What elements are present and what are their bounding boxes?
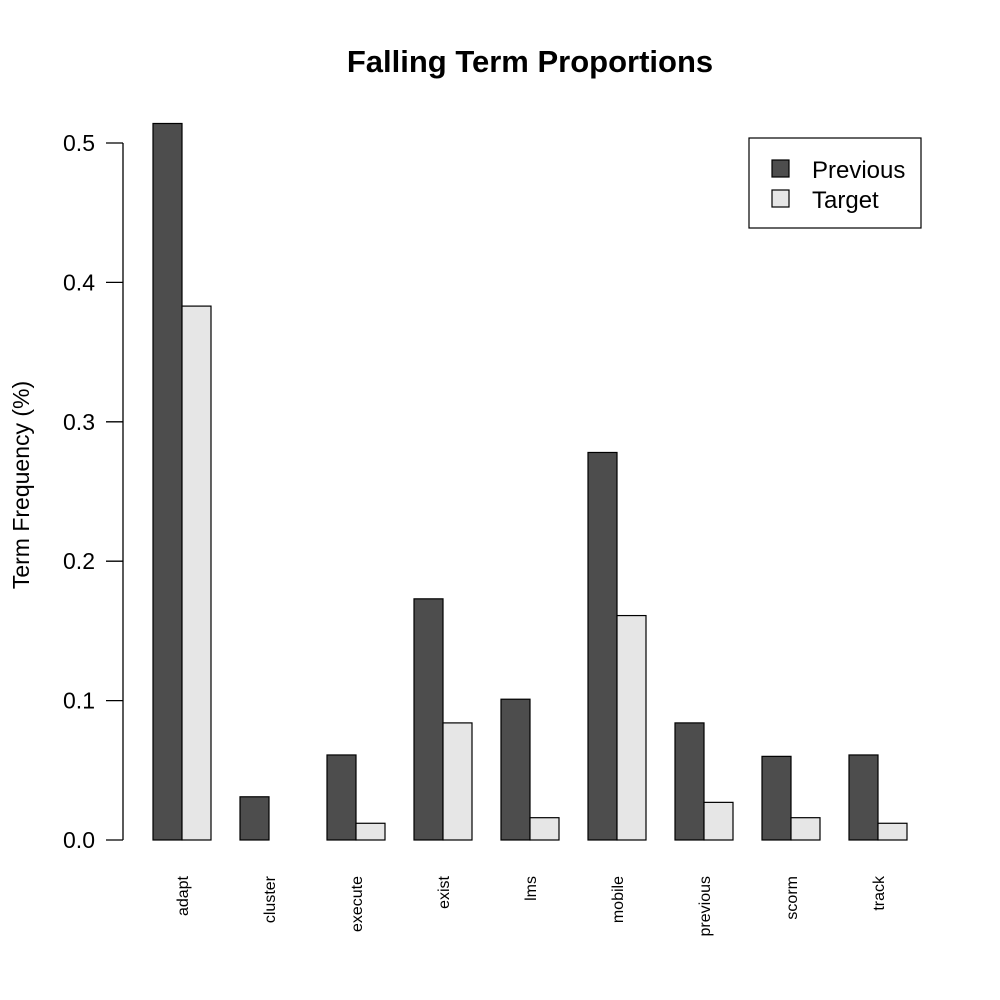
x-category-label: execute bbox=[349, 876, 366, 932]
bar-target-lms bbox=[529, 817, 560, 841]
legend-swatch-target bbox=[771, 189, 790, 208]
y-tick-label: 0.3 bbox=[63, 409, 95, 435]
y-axis-label: Term Frequency (%) bbox=[8, 381, 34, 589]
y-tick-label: 0.0 bbox=[63, 827, 95, 853]
chart-title: Falling Term Proportions bbox=[347, 44, 713, 79]
x-axis-category-labels: adapt cluster execute exist lms mobile previou… bbox=[175, 875, 888, 936]
x-category-label: adapt bbox=[175, 875, 192, 916]
x-category-label: track bbox=[871, 875, 888, 911]
bar-previous-scorm bbox=[761, 755, 792, 841]
bar-previous-execute bbox=[326, 754, 357, 841]
y-tick-label: 0.5 bbox=[63, 130, 95, 156]
legend-swatch-previous bbox=[771, 159, 790, 178]
x-category-label: mobile bbox=[610, 876, 627, 923]
bar-target-scorm bbox=[790, 817, 821, 841]
y-tick-label: 0.1 bbox=[63, 688, 95, 714]
bar-target-execute bbox=[355, 822, 386, 841]
legend-label-target: Target bbox=[812, 187, 879, 214]
bar-target-exist bbox=[442, 722, 473, 841]
bar-target-track bbox=[877, 822, 908, 841]
bar-previous-cluster bbox=[239, 796, 270, 841]
bar-target-mobile bbox=[616, 614, 647, 841]
x-category-label: previous bbox=[697, 876, 714, 936]
bar-previous-mobile bbox=[587, 451, 618, 841]
legend: Previous Target bbox=[748, 137, 922, 229]
legend-box bbox=[748, 137, 922, 229]
bar-target-adapt bbox=[181, 305, 212, 841]
bar-previous-track bbox=[848, 754, 879, 841]
bars-group bbox=[152, 122, 908, 841]
x-category-label: exist bbox=[436, 875, 453, 908]
bar-previous-adapt bbox=[152, 122, 183, 841]
x-category-label: lms bbox=[523, 876, 540, 901]
y-tick-label: 0.4 bbox=[63, 269, 95, 295]
bar-target-previous bbox=[703, 801, 734, 841]
bar-previous-exist bbox=[413, 598, 444, 841]
bar-previous-lms bbox=[500, 698, 531, 841]
x-category-label: scorm bbox=[784, 876, 801, 920]
legend-label-previous: Previous bbox=[812, 157, 905, 184]
y-tick-label: 0.2 bbox=[63, 548, 95, 574]
x-category-label: cluster bbox=[262, 875, 279, 923]
bar-previous-previous bbox=[674, 722, 705, 841]
y-axis: 0.0 0.1 0.2 0.3 0.4 0.5 bbox=[63, 130, 124, 853]
